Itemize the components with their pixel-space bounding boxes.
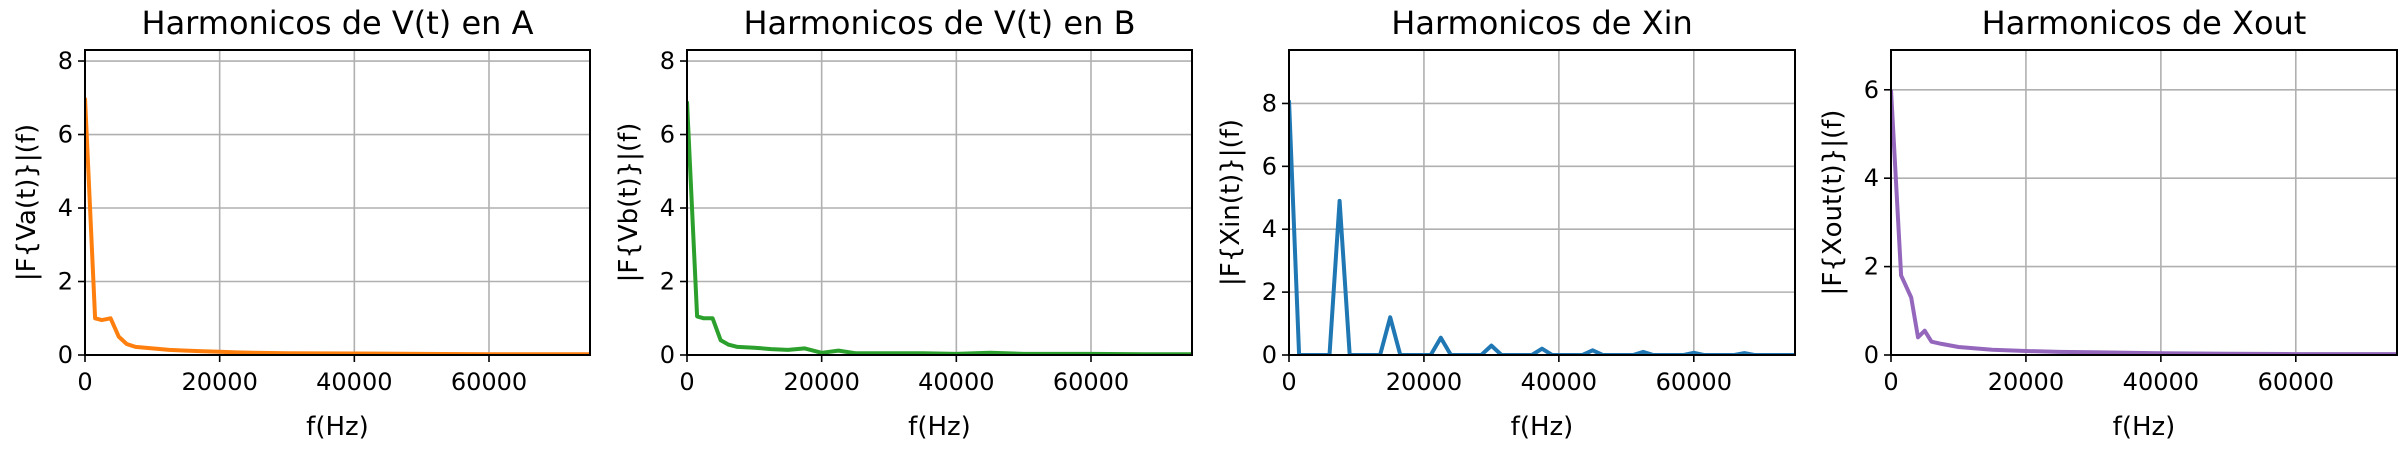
y-tick-label: 8 [660,47,675,75]
y-axis-label: |F{Va(t)}|(f) [12,124,42,281]
y-tick-label: 2 [1262,278,1277,306]
plot-frame [84,49,591,356]
chart-title: Harmonicos de V(t) en B [743,4,1135,42]
y-axis-label: |F{Vb(t)}|(f) [614,123,644,283]
x-tick-label: 40000 [1521,368,1597,396]
y-tick-label: 8 [1262,89,1277,117]
plot-frame [1890,49,2398,356]
series-line [687,101,1192,355]
series-line [1289,100,1795,355]
x-tick-label: 0 [1281,368,1296,396]
x-tick-label: 60000 [1656,368,1732,396]
y-tick-label: 2 [660,268,675,296]
y-tick-label: 4 [1262,215,1277,243]
y-axis-label: |F{Xout(t)}|(f) [1818,110,1848,296]
x-tick-label: 40000 [2123,368,2199,396]
x-tick-label: 20000 [1386,368,1462,396]
x-tick-label: 20000 [783,368,859,396]
series-line [85,97,590,355]
x-tick-label: 0 [679,368,694,396]
chart-panel-3: 0 20000 40000 60000 0 2 4 6 8 Harmonicos de Xin f(… [1216,4,1796,442]
chart-title: Harmonicos de V(t) en A [142,4,534,42]
y-tick-label: 4 [58,194,73,222]
y-tick-label: 2 [58,268,73,296]
y-tick-label: 0 [1864,341,1879,369]
y-axis-label: |F{Xin(t)}|(f) [1216,119,1246,286]
plot-frame [1288,49,1796,356]
chart-title: Harmonicos de Xin [1391,4,1692,42]
x-tick-label: 40000 [316,368,392,396]
y-tick-label: 0 [1262,341,1277,369]
chart-panel-1: 0 20000 40000 60000 0 2 4 6 8 Harmonicos de V(t) … [12,4,591,442]
x-tick-label: 0 [1883,368,1898,396]
x-tick-label: 0 [77,368,92,396]
x-axis-label: f(Hz) [2113,412,2176,442]
plot-frame [686,49,1193,356]
x-tick-label: 40000 [918,368,994,396]
y-tick-label: 8 [58,47,73,75]
x-axis-label: f(Hz) [908,412,971,442]
x-axis-label: f(Hz) [1511,412,1574,442]
x-tick-label: 20000 [1988,368,2064,396]
chart-panel-2: 0 20000 40000 60000 0 2 4 6 8 Harmonicos de V(t) … [614,4,1193,442]
x-tick-label: 60000 [1053,368,1129,396]
chart-title: Harmonicos de Xout [1982,4,2307,42]
y-tick-label: 6 [660,121,675,149]
y-tick-label: 2 [1864,253,1879,281]
y-tick-label: 6 [1864,76,1879,104]
y-tick-label: 0 [58,341,73,369]
y-tick-label: 4 [1864,164,1879,192]
y-tick-label: 0 [660,341,675,369]
chart-panel-4: 0 20000 40000 60000 0 2 4 6 Harmonicos de Xout f(… [1818,4,2398,442]
x-axis-label: f(Hz) [306,412,369,442]
y-tick-label: 4 [660,194,675,222]
x-tick-label: 20000 [181,368,257,396]
y-tick-label: 6 [1262,152,1277,180]
series-line [1891,89,2397,355]
x-tick-label: 60000 [2258,368,2334,396]
y-tick-label: 6 [58,121,73,149]
x-tick-label: 60000 [451,368,527,396]
